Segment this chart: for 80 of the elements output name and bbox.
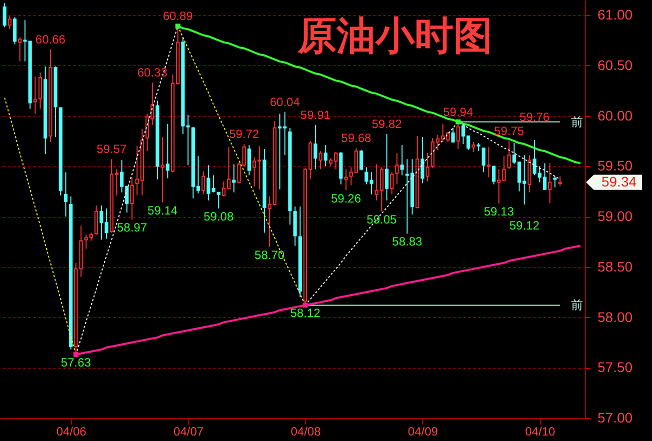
- annotation: 59.13: [484, 204, 514, 218]
- annotation: 59.68: [341, 131, 372, 146]
- annotation: 59.57: [96, 142, 127, 156]
- annotation: 60.04: [270, 94, 300, 109]
- y-tick-label: 61.00: [598, 6, 633, 23]
- candlestick: [426, 152, 430, 182]
- candlestick: [390, 172, 394, 195]
- candlestick: [548, 162, 552, 204]
- y-tick-label: 58.00: [598, 308, 633, 325]
- annotation: 60.89: [162, 9, 194, 24]
- y-tick-label: 60.00: [598, 107, 633, 124]
- point: [302, 302, 308, 308]
- candlestick: [12, 16, 17, 45]
- annotation: 59.91: [300, 108, 331, 122]
- candlestick: [2, 2, 6, 28]
- point: [456, 119, 461, 124]
- annotation: 58.97: [116, 220, 148, 235]
- candlestick: [202, 170, 206, 195]
- candlestick: [420, 136, 424, 184]
- annotation: 58.83: [392, 234, 422, 249]
- annotation: 59.72: [229, 127, 260, 142]
- annotation: 59.75: [494, 124, 524, 138]
- candlestick: [130, 176, 134, 220]
- x-tick-label: 04/10: [525, 424, 556, 438]
- candlestick: [553, 176, 557, 188]
- annotation: 60.66: [35, 32, 66, 46]
- y-tick-label: 59.00: [598, 208, 633, 224]
- x-tick-label: 04/06: [56, 424, 87, 438]
- candlestick: [400, 144, 404, 176]
- annotation: 58.12: [290, 306, 321, 320]
- annotation: 59.76: [520, 110, 550, 124]
- candlestick: [160, 136, 164, 203]
- candlestick: [324, 144, 328, 167]
- candlestick: [395, 152, 399, 185]
- candlestick: [247, 144, 251, 176]
- candlestick: [482, 148, 486, 173]
- candlestick: [451, 127, 455, 143]
- annotation: 59.08: [204, 209, 234, 224]
- annotation: 59.94: [443, 104, 474, 119]
- candlestick: [558, 176, 562, 187]
- candlestick: [472, 142, 476, 153]
- ref-line-label: 前: [571, 298, 583, 312]
- candlestick: [318, 150, 322, 170]
- x-tick-label: 04/09: [408, 424, 438, 438]
- annotation: 58.70: [254, 248, 285, 262]
- annotation: 59.82: [372, 116, 402, 131]
- candlestick: [486, 146, 490, 178]
- candlestick: [216, 192, 220, 209]
- annotation: 57.63: [60, 356, 92, 370]
- candlestick: [8, 16, 12, 30]
- x-tick-label: 04/07: [174, 424, 204, 438]
- annotation: 59.26: [330, 191, 362, 206]
- candlestick: [384, 133, 389, 201]
- candlestick: [38, 72, 42, 110]
- y-tick-label: 58.50: [598, 258, 633, 274]
- point: [175, 24, 180, 29]
- candlestick: [232, 164, 236, 193]
- annotation: 60.33: [137, 66, 168, 80]
- candlestick: [166, 123, 170, 179]
- candlestick: [507, 140, 511, 170]
- y-tick-label: 60.50: [598, 56, 633, 73]
- text: 59.34: [601, 173, 637, 190]
- ref-line-label: 前: [571, 114, 583, 129]
- candlestick: [359, 150, 364, 171]
- y-tick-label: 57.50: [598, 359, 633, 376]
- candlestick: [314, 124, 318, 170]
- annotation: 59.14: [148, 203, 178, 218]
- candlestick: [492, 166, 496, 185]
- x-tick-label: 04/08: [290, 424, 322, 438]
- candlestick: [344, 168, 348, 191]
- candlestick: [33, 76, 37, 114]
- y-tick-label: 57.00: [598, 410, 633, 426]
- chart-title: 原油小时图: [296, 14, 492, 59]
- candlestick: [94, 204, 98, 236]
- annotation: 59.12: [509, 218, 540, 232]
- annotation: 59.05: [366, 212, 398, 227]
- point: [73, 352, 78, 358]
- candlestick: [18, 36, 22, 62]
- y-tick-label: 59.50: [598, 158, 633, 174]
- candlestick: [64, 172, 68, 218]
